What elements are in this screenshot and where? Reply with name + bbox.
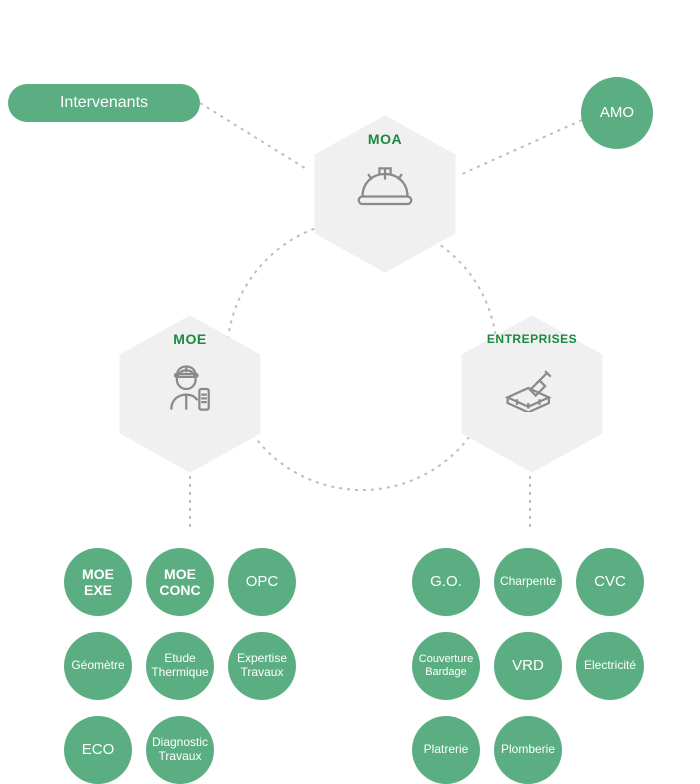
trowel-icon (502, 358, 562, 412)
moe-child-node: Diagnostic Travaux (146, 716, 214, 784)
hex-moa-label: MOA (368, 131, 402, 147)
hex-moe-label: MOE (173, 331, 206, 347)
moe-child-node: Expertise Travaux (228, 632, 296, 700)
ent-child-node: VRD (494, 632, 562, 700)
ent-child-node: Electricité (576, 632, 644, 700)
hex-moe: MOE (108, 312, 272, 476)
ent-child-node: CVC (576, 548, 644, 616)
moe-child-node: MOE EXE (64, 548, 132, 616)
moe-child-node: Géomètre (64, 632, 132, 700)
hex-moa: MOA (303, 112, 467, 276)
moe-child-node: MOE CONC (146, 548, 214, 616)
hex-entreprises: ENTREPRISES (450, 312, 614, 476)
intervenants-label: Intervenants (60, 94, 148, 112)
engineer-icon (160, 359, 220, 413)
moe-child-node: OPC (228, 548, 296, 616)
ent-child-node: Charpente (494, 548, 562, 616)
helmet-icon (355, 159, 415, 213)
ent-child-node: Plomberie (494, 716, 562, 784)
ent-child-node: Couverture Bardage (412, 632, 480, 700)
amo-node: AMO (581, 77, 653, 149)
hex-entreprises-label: ENTREPRISES (487, 332, 577, 346)
ent-child-node: Platrerie (412, 716, 480, 784)
amo-label: AMO (600, 104, 634, 121)
moe-child-node: Etude Thermique (146, 632, 214, 700)
ent-child-node: G.O. (412, 548, 480, 616)
intervenants-pill: Intervenants (8, 84, 200, 122)
diagram-stage: Intervenants AMO MOA MOE (0, 0, 700, 782)
moe-child-node: ECO (64, 716, 132, 784)
